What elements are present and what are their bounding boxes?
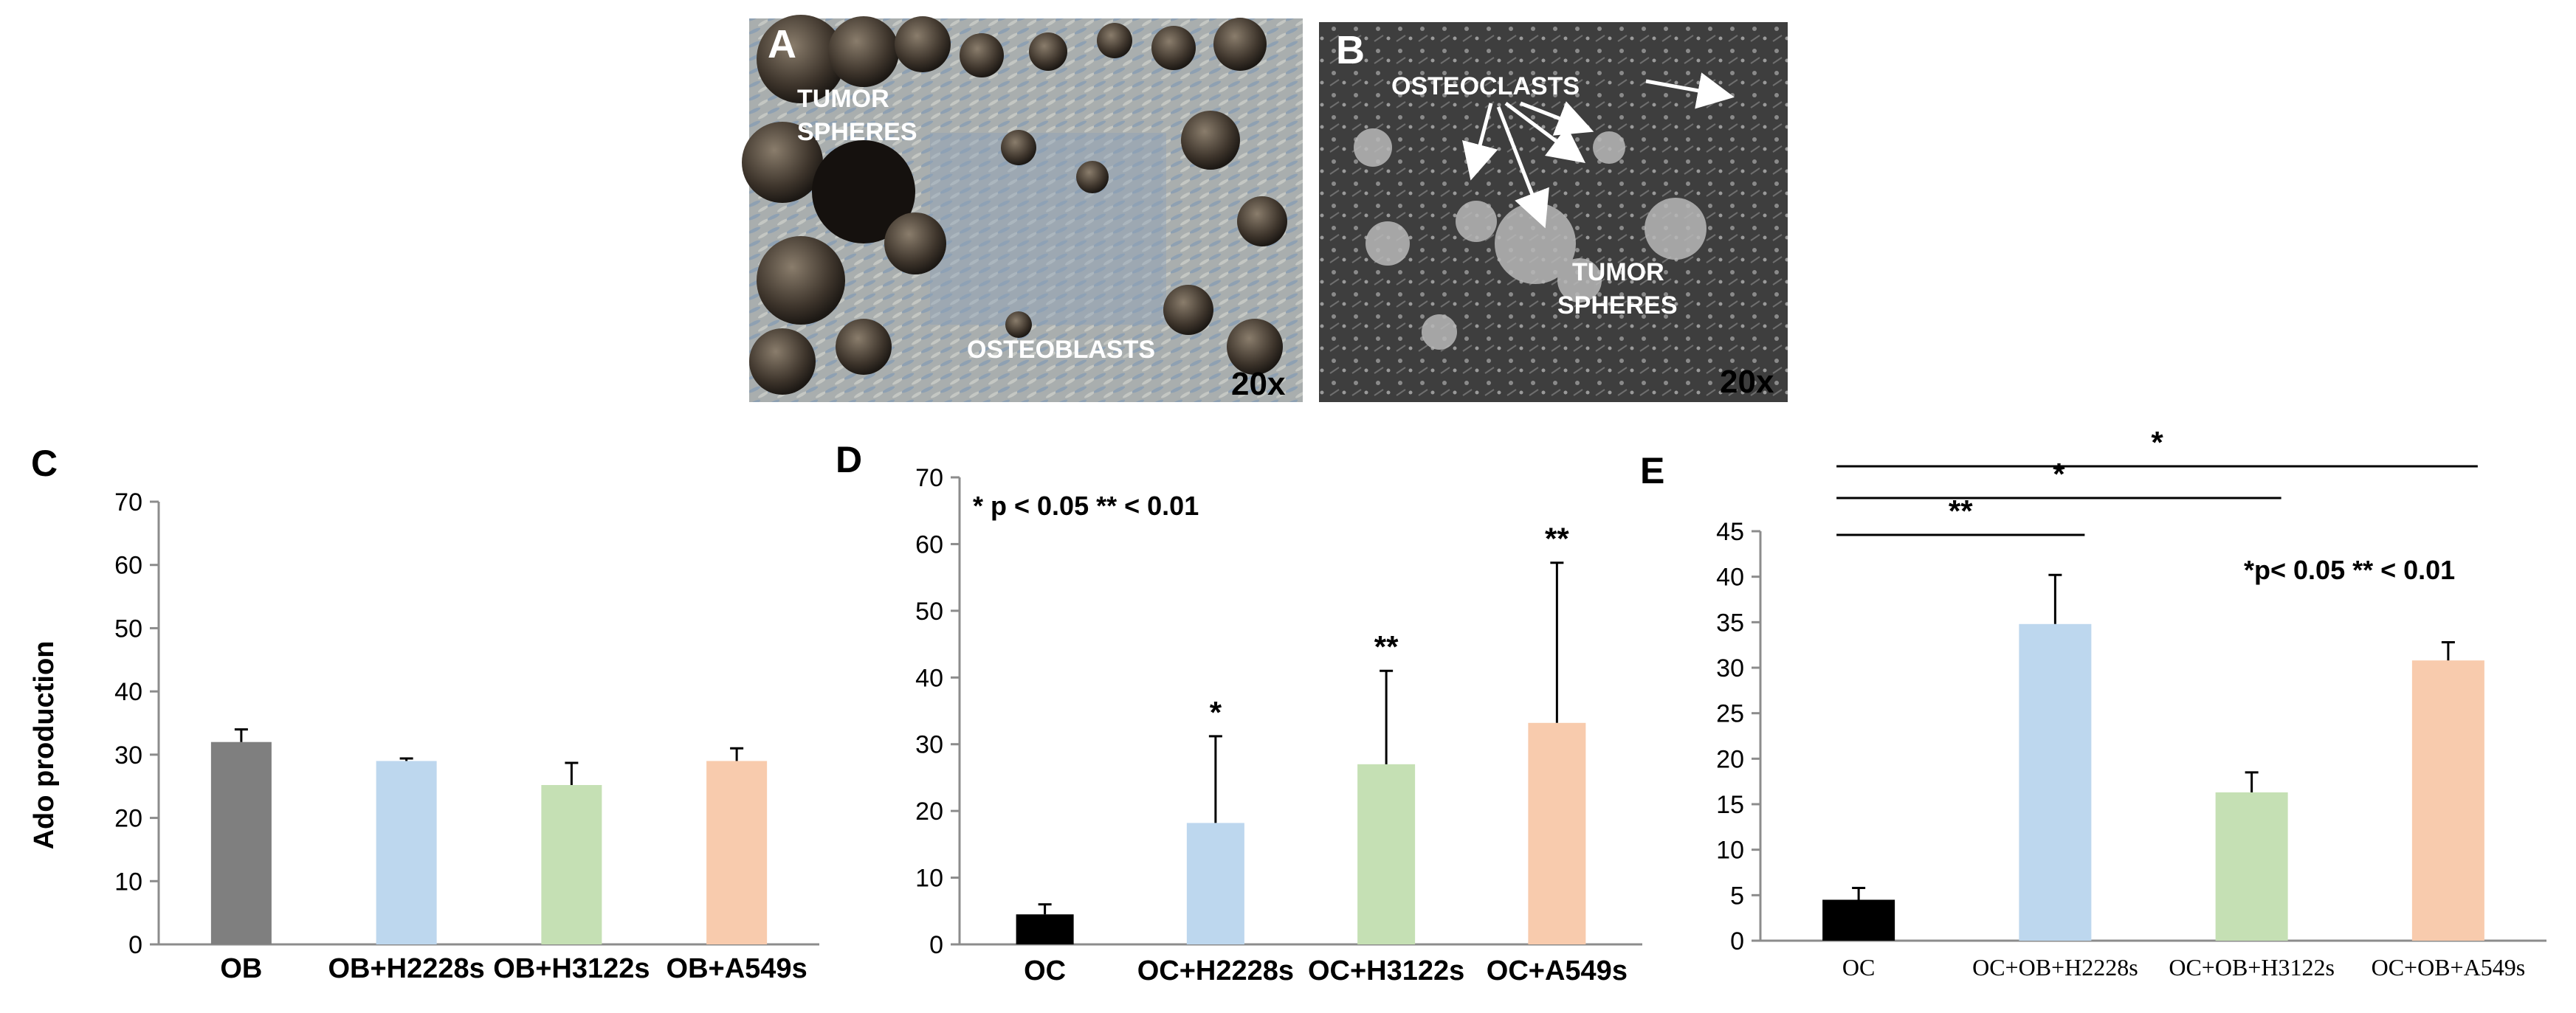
photo-a-letter: A: [768, 22, 796, 66]
osteoclast-arrows: [1462, 72, 1735, 229]
y-tick-label: 0: [929, 931, 943, 959]
x-tick-label: OC+OB+A549s: [2372, 954, 2526, 981]
significance-marker: *: [1210, 695, 1222, 730]
x-tick-label: OC: [1024, 955, 1066, 986]
bar: [1016, 914, 1074, 944]
bar: [376, 761, 437, 944]
y-tick-label: 15: [1716, 791, 1744, 819]
x-tick-label: OC+H2228s: [1137, 955, 1294, 986]
tumor-spheres-cluster: [742, 15, 1287, 395]
y-tick-label: 50: [114, 615, 142, 643]
tumor-spheres-cluster-b: [1354, 128, 1707, 350]
x-tick-label: OC+A549s: [1487, 955, 1628, 986]
y-tick-label: 30: [114, 741, 142, 770]
photo-a-spheres-label: SPHERES: [797, 118, 917, 146]
osteoblast-region: [930, 133, 1166, 325]
panel-e-letter: E: [1640, 450, 1664, 491]
x-tick-label: OC: [1842, 954, 1875, 981]
y-tick-label: 30: [915, 731, 943, 759]
y-tick-label: 40: [1716, 564, 1744, 592]
y-tick-label: 35: [1716, 609, 1744, 637]
panel-c-ylabel: Ado production: [29, 641, 60, 850]
bar: [706, 761, 768, 944]
y-tick-label: 70: [114, 488, 142, 516]
x-tick-label: OC+H3122s: [1308, 955, 1464, 986]
bar: [1528, 722, 1586, 944]
y-tick-label: 40: [915, 664, 943, 692]
x-tick-label: OC+OB+H3122s: [2169, 954, 2335, 981]
y-tick-label: 40: [114, 678, 142, 706]
photo-b-spheres-label: SPHERES: [1557, 291, 1678, 319]
y-tick-label: 60: [114, 552, 142, 580]
comparison-bracket-label: *: [2151, 425, 2163, 460]
y-tick-label: 60: [915, 530, 943, 559]
comparison-bracket-label: **: [1949, 494, 1973, 528]
photo-b-tumor-label: TUMOR: [1572, 258, 1664, 286]
y-tick-label: 70: [915, 464, 943, 492]
x-tick-label: OB+A549s: [667, 953, 807, 984]
bar: [541, 785, 602, 944]
bar: [2019, 623, 2092, 941]
x-tick-label: OB: [220, 953, 262, 984]
photo-b-magnification: 20x: [1720, 364, 1774, 400]
photo-a-magnification: 20x: [1231, 366, 1286, 402]
panel-c-letter: C: [31, 443, 58, 484]
y-tick-label: 0: [128, 931, 142, 959]
x-tick-label: OC+OB+H2228s: [1972, 954, 2138, 981]
y-tick-label: 25: [1716, 700, 1744, 728]
panel-d-significance-note: * p < 0.05 ** < 0.01: [973, 491, 1199, 521]
chart-d: 0 10 20 30 40 50 60 70 OC OC+H2228s * OC+H3122s ** OC…: [915, 464, 1642, 986]
photo-b: B OSTEOCLASTS TUMOR SPHERES 20x: [1319, 22, 1788, 402]
photo-a: A TUMOR SPHERES OSTEOBLASTS 20x: [742, 15, 1303, 402]
panel-e-significance-note: *p< 0.05 ** < 0.01: [2244, 555, 2455, 585]
significance-marker: **: [1545, 522, 1569, 556]
bar: [2215, 792, 2288, 941]
y-tick-label: 20: [114, 805, 142, 833]
comparison-bracket-label: *: [2053, 457, 2065, 491]
photo-a-tumor-label: TUMOR: [797, 85, 889, 113]
y-tick-label: 10: [1716, 837, 1744, 865]
panel-d-letter: D: [836, 439, 862, 480]
y-tick-label: 20: [1716, 745, 1744, 773]
y-tick-label: 0: [1730, 927, 1744, 955]
y-tick-label: 30: [1716, 654, 1744, 682]
y-tick-label: 10: [915, 865, 943, 893]
y-tick-label: 10: [114, 868, 142, 896]
bar: [1357, 764, 1416, 944]
bar: [210, 741, 272, 944]
chart-e: 0 5 10 15 20 25 30 35 40 45 OC OC+OB+H2228s OC+OB+H3…: [1716, 425, 2546, 981]
bar: [2411, 660, 2484, 941]
y-tick-label: 20: [915, 798, 943, 826]
chart-c: 0 10 20 30 40 50 60 70 OB OB+H2228s OB+H3122s OB+A5…: [114, 488, 819, 984]
photo-b-osteoclasts-label: OSTEOCLASTS: [1391, 72, 1580, 100]
y-tick-label: 5: [1730, 882, 1744, 910]
y-tick-label: 50: [915, 598, 943, 626]
bar: [1186, 823, 1244, 944]
x-tick-label: OB+H3122s: [493, 953, 650, 984]
x-tick-label: OB+H2228s: [328, 953, 484, 984]
bar: [1822, 899, 1895, 941]
photo-b-letter: B: [1336, 28, 1365, 72]
photo-a-osteoblasts-label: OSTEOBLASTS: [967, 336, 1155, 364]
y-tick-label: 45: [1716, 518, 1744, 546]
significance-marker: **: [1374, 629, 1399, 664]
